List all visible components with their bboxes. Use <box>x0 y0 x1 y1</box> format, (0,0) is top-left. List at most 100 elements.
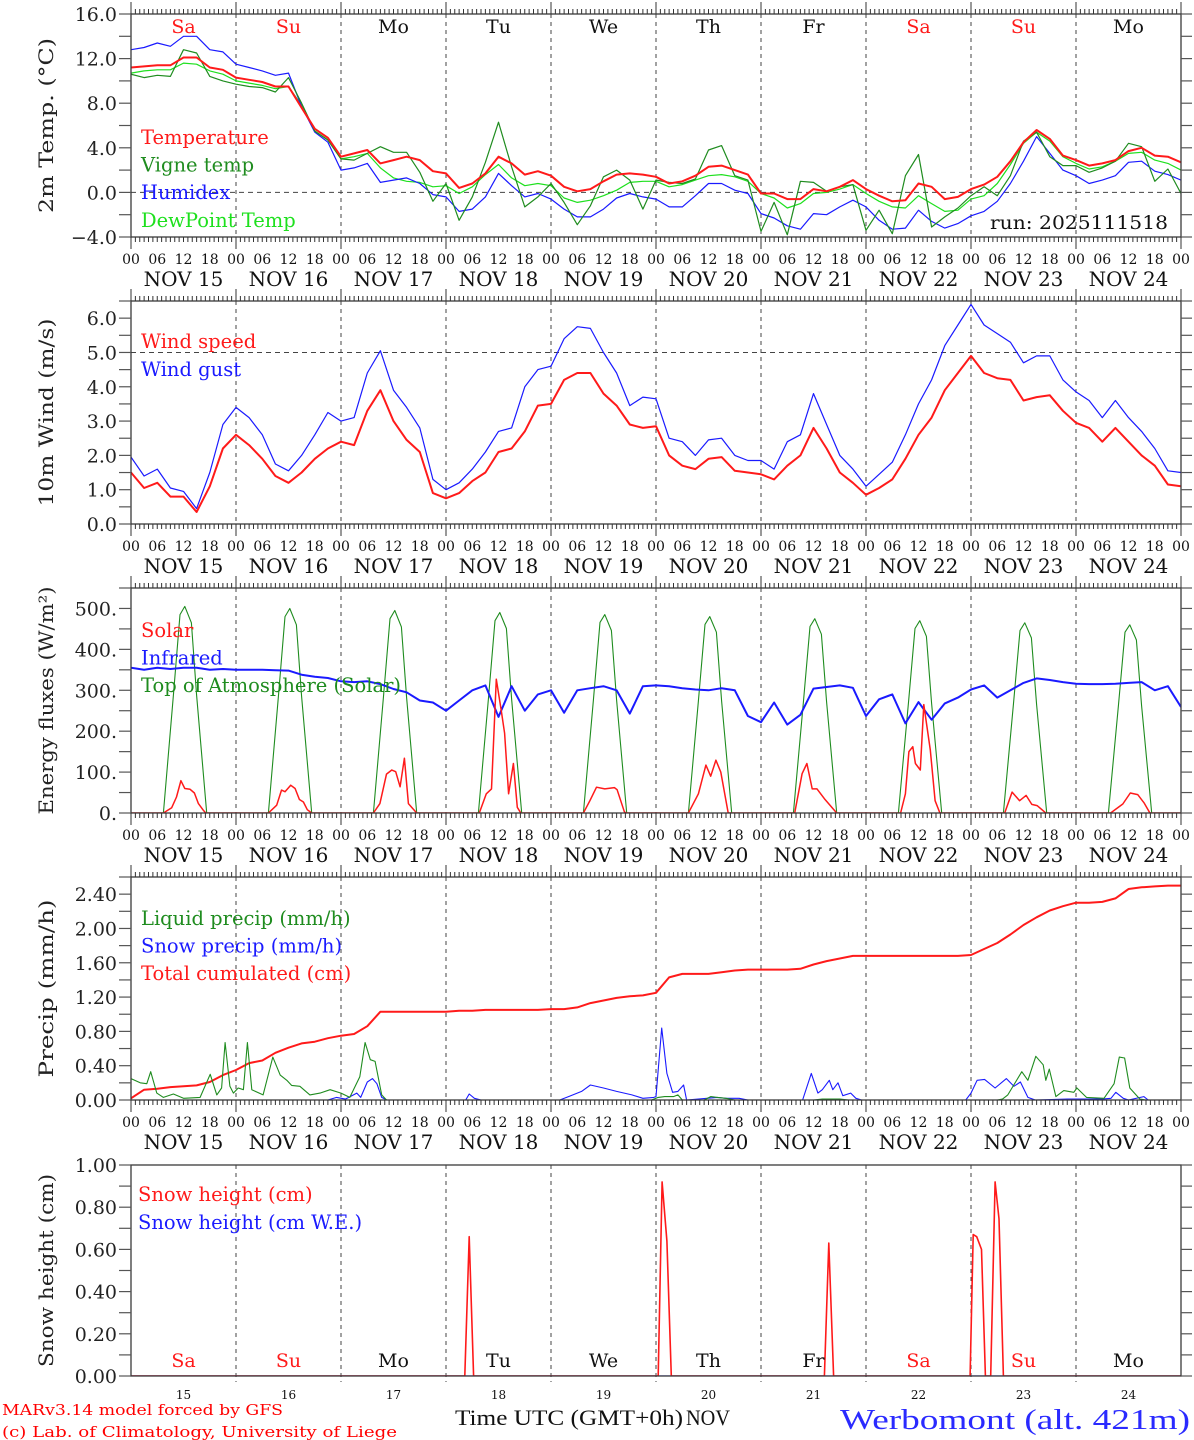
date-label: NOV 22 <box>879 1130 959 1154</box>
day-of-week-label: Tu <box>486 16 511 38</box>
y-tick-label: 16.0 <box>75 4 117 26</box>
hour-tick-label: 06 <box>673 1115 691 1131</box>
hour-tick-label: 00 <box>122 828 140 844</box>
hour-tick-label: 12 <box>1015 828 1033 844</box>
hour-tick-label: 06 <box>778 828 796 844</box>
date-label: NOV 21 <box>774 843 854 867</box>
day-of-week-label: Fr <box>802 1350 825 1372</box>
hour-tick-label: 18 <box>1041 539 1059 555</box>
hour-tick-label: 12 <box>490 1115 508 1131</box>
hour-tick-label: 00 <box>647 539 665 555</box>
date-label: NOV 24 <box>1089 554 1169 578</box>
hour-tick-label: 06 <box>148 252 166 268</box>
hour-tick-label: 06 <box>778 252 796 268</box>
y-tick-label: 1.0 <box>87 480 117 502</box>
hour-tick-label: 06 <box>358 252 376 268</box>
series-group <box>131 1181 1181 1376</box>
date-label: NOV 20 <box>669 843 749 867</box>
hour-tick-label: 18 <box>726 539 744 555</box>
hour-tick-label: 06 <box>253 252 271 268</box>
hour-tick-label: 00 <box>647 252 665 268</box>
hour-tick-label: 12 <box>910 1115 928 1131</box>
hour-tick-label: 12 <box>700 252 718 268</box>
x-axis-month-label: NOV <box>686 1405 730 1430</box>
hour-tick-label: 00 <box>122 252 140 268</box>
hour-tick-label: 18 <box>621 539 639 555</box>
day-of-week-label: Th <box>696 16 721 38</box>
hour-tick-label: 18 <box>1146 252 1164 268</box>
legend-entry-vigne-temp: Vigne temp <box>140 154 254 177</box>
y-tick-label: 0.60 <box>75 1239 117 1261</box>
hour-tick-label: 06 <box>673 252 691 268</box>
hour-tick-label: 12 <box>490 828 508 844</box>
legend-entry-dewpoint-temp: DewPoint Temp <box>141 209 296 232</box>
hour-tick-label: 12 <box>1120 828 1138 844</box>
hour-tick-label: 00 <box>542 539 560 555</box>
hour-tick-label: 12 <box>805 828 823 844</box>
day-of-week-label: Th <box>696 1350 721 1372</box>
date-label: NOV 18 <box>459 843 539 867</box>
legend-entry-snow-height-cm-w-e: Snow height (cm W.E.) <box>138 1211 362 1234</box>
y-tick-label: 3.0 <box>87 411 117 433</box>
x-hour-ticks-bottom <box>130 813 1182 825</box>
date-label: NOV 22 <box>879 554 959 578</box>
date-label: NOV 23 <box>984 843 1064 867</box>
hour-tick-label: 12 <box>700 539 718 555</box>
hour-tick-label: 06 <box>1093 828 1111 844</box>
hour-tick-label: 12 <box>490 539 508 555</box>
hour-tick-label: 00 <box>437 828 455 844</box>
hour-tick-label: 00 <box>1172 828 1190 844</box>
hour-tick-label: 00 <box>1067 539 1085 555</box>
hour-tick-label: 12 <box>175 1115 193 1131</box>
hour-tick-label: 12 <box>910 539 928 555</box>
date-label: NOV 15 <box>144 554 224 578</box>
hour-tick-label: 18 <box>726 1115 744 1131</box>
y-tick-label: 0.20 <box>75 1324 117 1346</box>
series-line-solar <box>131 678 1181 813</box>
day-number-label: 22 <box>911 1388 926 1402</box>
y-tick-label: 6.0 <box>87 308 117 330</box>
day-of-week-label: Su <box>276 16 301 38</box>
series-group <box>131 605 1181 813</box>
y-axis-title: Snow height (cm) <box>34 1174 58 1367</box>
y-tick-label: 4.0 <box>87 138 117 160</box>
y-tick-label: 1.20 <box>75 987 117 1009</box>
hour-tick-label: 06 <box>358 828 376 844</box>
hour-tick-label: 06 <box>568 252 586 268</box>
hour-tick-label: 00 <box>752 828 770 844</box>
y-tick-label: 0.00 <box>75 1366 117 1388</box>
hour-tick-label: 00 <box>227 828 245 844</box>
day-number-label: 16 <box>281 1388 296 1402</box>
hour-tick-label: 12 <box>700 828 718 844</box>
hour-tick-label: 18 <box>831 1115 849 1131</box>
hour-tick-label: 18 <box>1146 828 1164 844</box>
hour-tick-label: 06 <box>1093 539 1111 555</box>
date-label: NOV 20 <box>669 554 749 578</box>
x-axis-time-label: Time UTC (GMT+0h) <box>455 1405 683 1430</box>
legend-entry-temperature: Temperature <box>141 126 269 149</box>
hour-tick-label: 18 <box>306 539 324 555</box>
date-label: NOV 22 <box>879 843 959 867</box>
date-label: NOV 21 <box>774 554 854 578</box>
hour-tick-label: 06 <box>358 1115 376 1131</box>
hour-tick-label: 18 <box>831 828 849 844</box>
x-hour-ticks-top <box>130 865 1182 877</box>
date-label: NOV 17 <box>354 1130 434 1154</box>
hour-tick-label: 18 <box>411 828 429 844</box>
hour-tick-label: 06 <box>463 1115 481 1131</box>
hour-tick-label: 12 <box>595 828 613 844</box>
y-tick-label: −4.0 <box>71 227 117 249</box>
hour-tick-label: 00 <box>437 539 455 555</box>
hour-tick-label: 00 <box>1067 828 1085 844</box>
hour-tick-label: 12 <box>280 539 298 555</box>
hour-tick-label: 00 <box>857 828 875 844</box>
hour-tick-label: 18 <box>936 539 954 555</box>
run-label: run: 2025111518 <box>990 212 1168 234</box>
hour-tick-label: 18 <box>1146 1115 1164 1131</box>
series-line-snow-precip-mm-h <box>131 1027 1181 1100</box>
hour-tick-label: 18 <box>726 252 744 268</box>
hour-tick-label: 12 <box>1120 252 1138 268</box>
hour-tick-label: 00 <box>962 828 980 844</box>
hour-tick-label: 00 <box>1067 252 1085 268</box>
hour-tick-label: 00 <box>227 1115 245 1131</box>
